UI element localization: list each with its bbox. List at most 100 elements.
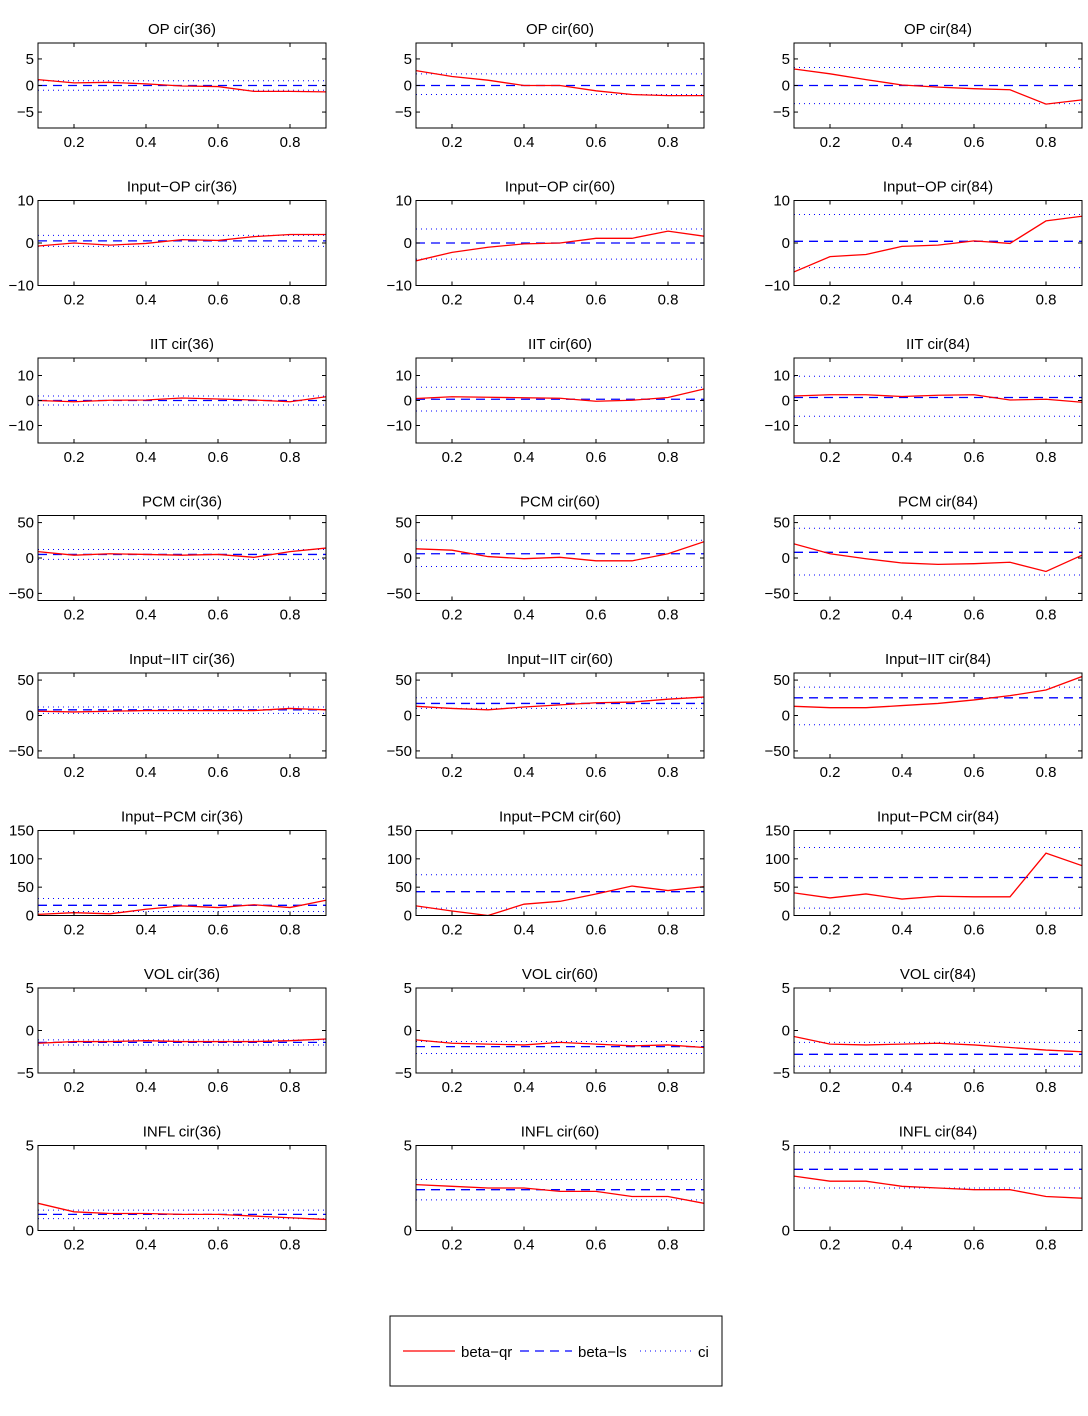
y-tick-label: 5 [26, 980, 34, 997]
panel-1: OP cir(36) 0.2 0.4 0.6 0.8 −5 0 5 [17, 21, 327, 151]
x-tick-label: 0.4 [136, 134, 157, 151]
axes-box [793, 357, 1083, 444]
y-tick-label: −50 [9, 585, 34, 602]
y-tick-label: 50 [395, 879, 412, 896]
x-tick-label: 0.8 [1036, 764, 1057, 781]
legend-label-ci: ci [698, 1344, 709, 1361]
panel-title: PCM cir(84) [898, 494, 978, 511]
x-tick-label: 0.8 [280, 1237, 301, 1254]
series-beta-qr [38, 396, 326, 403]
y-tick-label: −50 [387, 743, 412, 760]
x-tick-label: 0.4 [892, 292, 913, 309]
y-tick-label: 0 [404, 1023, 412, 1040]
axes-box [793, 515, 1083, 601]
y-tick-label: 0 [26, 235, 34, 252]
x-tick-label: 0.4 [514, 922, 535, 939]
y-tick-label: 50 [773, 515, 790, 532]
panel-title: Input−PCM cir(60) [499, 809, 621, 826]
x-tick-label: 0.6 [586, 1079, 607, 1096]
x-tick-label: 0.4 [892, 1237, 913, 1254]
y-tick-label: 0 [782, 550, 790, 567]
panel-data [38, 1038, 326, 1046]
x-tick-label: 0.6 [964, 449, 985, 466]
y-tick-label: −50 [387, 585, 412, 602]
y-tick-label: 50 [17, 879, 34, 896]
y-tick-label: 50 [773, 879, 790, 896]
x-tick-label: 0.8 [658, 607, 679, 624]
panel-data [416, 386, 704, 412]
axes-box [37, 987, 327, 1074]
panel-title: Input−PCM cir(36) [121, 809, 243, 826]
series-beta-qr [38, 233, 326, 247]
x-tick-label: 0.8 [658, 134, 679, 151]
y-tick-label: 0 [404, 550, 412, 567]
panel-6: Input−OP cir(84) 0.2 0.4 0.6 0.8 −10 0 10 [765, 179, 1083, 309]
x-tick-label: 0.4 [136, 1237, 157, 1254]
x-tick-label: 0.8 [658, 922, 679, 939]
panel-title: PCM cir(60) [520, 494, 600, 511]
y-tick-label: −5 [395, 104, 412, 121]
panel-22: INFL cir(36) 0.2 0.4 0.6 0.8 0 5 [26, 1124, 327, 1254]
x-tick-label: 0.8 [1036, 292, 1057, 309]
y-tick-label: 0 [782, 78, 790, 95]
x-tick-label: 0.6 [586, 1237, 607, 1254]
y-tick-label: 0 [26, 1223, 34, 1240]
x-tick-label: 0.6 [208, 1079, 229, 1096]
x-tick-label: 0.6 [586, 607, 607, 624]
series-beta-qr [38, 547, 326, 558]
series-beta-qr [38, 79, 326, 93]
series-beta-qr [38, 1202, 326, 1221]
y-tick-label: −5 [395, 1065, 412, 1082]
panel-data [794, 214, 1082, 273]
x-tick-label: 0.4 [892, 1079, 913, 1096]
series-beta-qr [416, 230, 704, 262]
panel-title: IIT cir(84) [906, 336, 970, 353]
x-tick-label: 0.2 [820, 922, 841, 939]
x-tick-label: 0.2 [64, 764, 85, 781]
x-tick-label: 0.2 [820, 764, 841, 781]
x-tick-label: 0.6 [208, 607, 229, 624]
x-tick-label: 0.2 [64, 1079, 85, 1096]
panel-title: OP cir(84) [904, 21, 972, 38]
series-beta-qr [794, 1035, 1082, 1053]
series-beta-qr [38, 899, 326, 916]
series-beta-qr [416, 69, 704, 97]
y-tick-label: 50 [395, 515, 412, 532]
y-tick-label: −10 [765, 278, 790, 295]
panel-8: IIT cir(60) 0.2 0.4 0.6 0.8 −10 0 10 [387, 336, 705, 466]
y-tick-label: 5 [782, 980, 790, 997]
x-tick-label: 0.2 [820, 1237, 841, 1254]
series-beta-qr [794, 543, 1082, 573]
panel-data [38, 395, 326, 406]
y-tick-label: 0 [782, 1023, 790, 1040]
x-tick-label: 0.6 [208, 449, 229, 466]
panel-title: INFL cir(36) [143, 1124, 222, 1141]
y-tick-label: 0 [26, 393, 34, 410]
x-tick-label: 0.4 [136, 922, 157, 939]
series-beta-qr [794, 394, 1082, 403]
x-tick-label: 0.6 [586, 764, 607, 781]
y-tick-label: 0 [404, 708, 412, 725]
x-tick-label: 0.2 [64, 922, 85, 939]
y-tick-label: 5 [404, 51, 412, 68]
panel-14: Input−IIT cir(60) 0.2 0.4 0.6 0.8 −50 0 50 [387, 651, 705, 781]
axes-box [793, 200, 1083, 286]
series-beta-qr [416, 1039, 704, 1049]
y-tick-label: 50 [17, 515, 34, 532]
y-tick-label: 5 [782, 51, 790, 68]
panel-title: OP cir(60) [526, 21, 594, 38]
panel-title: INFL cir(84) [899, 1124, 978, 1141]
panel-data [416, 228, 704, 262]
panel-data [794, 375, 1082, 417]
axes-box [415, 987, 705, 1074]
panel-23: INFL cir(60) 0.2 0.4 0.6 0.8 0 5 [404, 1124, 705, 1254]
panel-title: OP cir(36) [148, 21, 216, 38]
x-tick-label: 0.8 [1036, 607, 1057, 624]
panel-title: VOL cir(36) [144, 966, 220, 983]
y-tick-label: −50 [765, 585, 790, 602]
y-tick-label: 10 [395, 368, 412, 385]
y-tick-label: 10 [773, 368, 790, 385]
y-tick-label: 0 [26, 908, 34, 925]
panel-data [38, 1202, 326, 1221]
